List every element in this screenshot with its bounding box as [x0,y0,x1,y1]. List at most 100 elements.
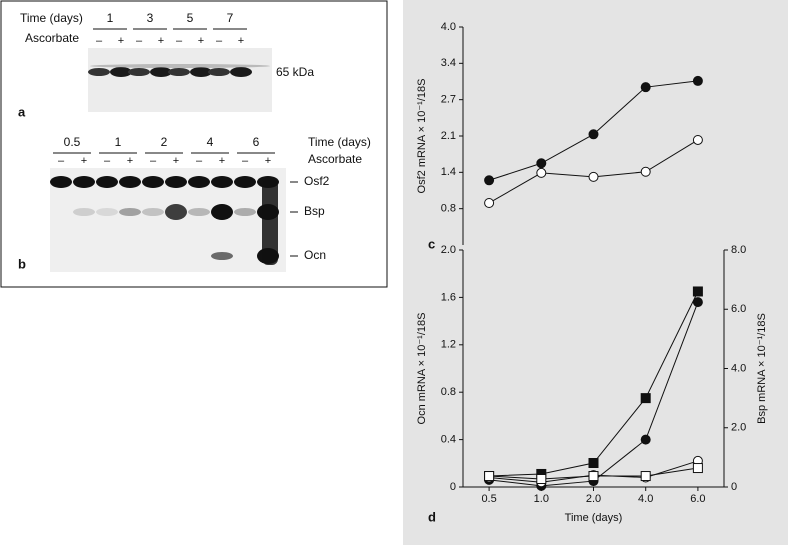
band-label: Bsp [304,204,325,218]
sign: – [96,35,103,47]
band [73,176,95,188]
day-label: 4 [207,135,214,149]
band [96,208,118,216]
band [128,68,150,76]
band [190,67,212,77]
sign: – [104,155,111,167]
day-label: 3 [147,11,154,25]
marker [536,474,547,485]
sign: + [158,35,164,47]
marker [588,171,599,182]
y2-tick-label: 2.0 [731,422,746,434]
y2-tick-label: 4.0 [731,362,746,374]
panel-letter: b [18,256,26,271]
y-tick-label: 2.1 [441,130,456,142]
marker [484,197,495,208]
x-axis-title: Time (days) [565,512,623,524]
sign: – [136,35,143,47]
marker [588,458,599,469]
band-label: Osf2 [304,174,330,188]
day-label: 6 [253,135,260,149]
marker [692,463,703,474]
sign: – [196,155,203,167]
x-tick-label: 0.5 [481,493,496,505]
sign: + [265,155,271,167]
band [142,208,164,216]
sign: – [176,35,183,47]
band [50,176,72,188]
band [208,68,230,76]
sign: – [242,155,249,167]
sign: – [58,155,65,167]
y-tick-label: 2.0 [441,244,456,256]
sign: + [219,155,225,167]
marker [640,434,651,445]
y-axis-title: Osf2 mRNA × 10⁻¹/18S [416,79,428,194]
day-label: 0.5 [64,135,81,149]
panel-letter: a [18,104,26,119]
marker [640,471,651,482]
marker [640,166,651,177]
y2-tick-label: 6.0 [731,303,746,315]
blot-image [88,48,272,112]
band [119,208,141,216]
marker [640,82,651,93]
band [119,176,141,188]
band [165,176,187,188]
marker [692,286,703,297]
y-tick-label: 2.7 [441,94,456,106]
band [234,176,256,188]
sign: + [238,35,244,47]
y-tick-label: 1.4 [441,166,456,178]
y2-tick-label: 8.0 [731,244,746,256]
marker [692,297,703,308]
band [234,208,256,216]
sign: + [81,155,87,167]
band [165,204,187,220]
band-label: 65 kDa [276,65,314,79]
treatment-label: Ascorbate [308,152,362,166]
marker [536,158,547,169]
x-tick-label: 1.0 [534,493,549,505]
x-tick-label: 4.0 [638,493,653,505]
band [211,252,233,260]
y-tick-label: 1.6 [441,291,456,303]
band [188,208,210,216]
y2-tick-label: 0 [731,481,737,493]
band [211,176,233,188]
marker [692,75,703,86]
band [73,208,95,216]
x-tick-label: 2.0 [586,493,601,505]
band-smear [262,180,278,265]
y2-axis-title: Bsp mRNA × 10⁻¹/18S [756,313,768,424]
marker [536,167,547,178]
band [168,68,190,76]
marker [588,129,599,140]
y-tick-label: 4.0 [441,21,456,33]
y-tick-label: 3.4 [441,57,456,69]
band [142,176,164,188]
day-label: 5 [187,11,194,25]
band [96,176,118,188]
panel-letter: c [428,236,435,251]
marker [640,393,651,404]
sign: + [127,155,133,167]
sign: – [216,35,223,47]
band [150,67,172,77]
sign: + [173,155,179,167]
marker [692,134,703,145]
band [188,176,210,188]
time-label: Time (days) [20,11,83,25]
y-tick-label: 1.2 [441,339,456,351]
band [211,204,233,220]
marker [484,175,495,186]
panel-letter: d [428,509,436,524]
band [230,67,252,77]
band [110,67,132,77]
y-axis-title: Ocn mRNA × 10⁻¹/18S [416,313,428,425]
sign: – [150,155,157,167]
marker [588,471,599,482]
band-haze [90,64,270,68]
